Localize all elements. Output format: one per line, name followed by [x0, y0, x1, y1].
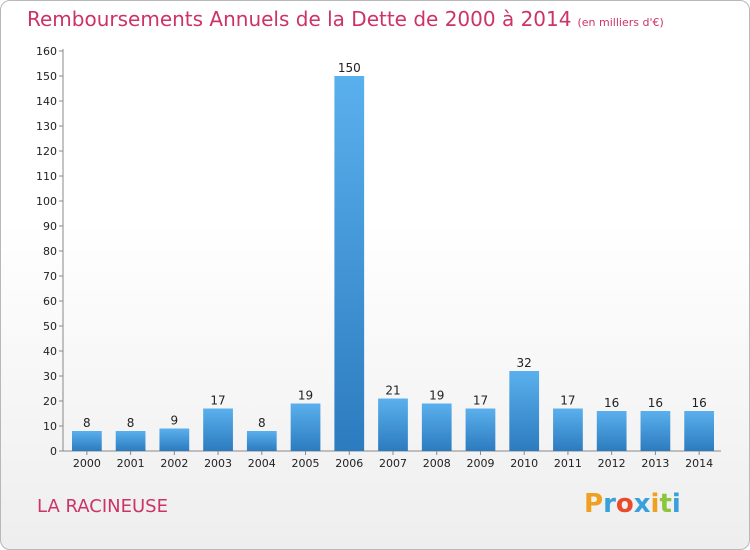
- y-tick-label: 140: [36, 95, 57, 108]
- x-tick-label-2012: 2012: [598, 457, 626, 470]
- y-tick-label: 0: [50, 445, 57, 458]
- logo-letter: i: [671, 489, 681, 519]
- y-tick-label: 70: [43, 270, 57, 283]
- chart-subtitle: (en milliers d'€): [577, 16, 664, 29]
- value-label-2000: 8: [83, 416, 91, 430]
- logo-letter: t: [659, 489, 672, 519]
- chart-title-text: Remboursements Annuels de la Dette de 20…: [27, 7, 572, 31]
- y-tick-label: 10: [43, 420, 57, 433]
- bar-2011: [553, 408, 583, 451]
- y-tick-label: 80: [43, 245, 57, 258]
- value-label-2011: 17: [560, 394, 575, 408]
- bar-2004: [246, 431, 277, 451]
- y-tick-label: 120: [36, 145, 57, 158]
- bar-2014: [684, 411, 715, 451]
- value-label-2007: 21: [385, 384, 400, 398]
- x-tick-label-2013: 2013: [641, 457, 669, 470]
- x-tick-label-2005: 2005: [292, 457, 320, 470]
- x-tick-label-2008: 2008: [423, 457, 451, 470]
- bar-2005: [290, 403, 321, 451]
- y-tick-label: 20: [43, 395, 57, 408]
- value-label-2012: 16: [604, 396, 619, 410]
- bar-2007: [378, 398, 408, 451]
- y-tick-label: 130: [36, 120, 57, 133]
- value-label-2003: 17: [210, 394, 225, 408]
- x-tick-label-2000: 2000: [73, 457, 101, 470]
- value-label-2001: 8: [127, 416, 135, 430]
- bar-2010: [509, 371, 540, 451]
- bar-2009: [465, 408, 496, 451]
- value-label-2014: 16: [691, 396, 706, 410]
- bar-2003: [203, 408, 233, 451]
- x-tick-label-2010: 2010: [510, 457, 538, 470]
- chart-axes: 0 10 20 30 40 50 60 70 80 90 100 110 120 130 140 150 160…: [36, 45, 721, 470]
- value-label-2010: 32: [517, 356, 532, 370]
- logo-letter: o: [615, 489, 634, 519]
- x-tick-label-2003: 2003: [204, 457, 232, 470]
- y-tick-label: 150: [36, 70, 57, 83]
- y-tick-label: 110: [36, 170, 57, 183]
- value-label-2009: 17: [473, 394, 488, 408]
- y-tick-label: 90: [43, 220, 57, 233]
- y-tick-label: 160: [36, 45, 57, 58]
- logo-letter: i: [650, 489, 660, 519]
- bar-2013: [640, 411, 671, 451]
- x-tick-label-2002: 2002: [160, 457, 188, 470]
- bar-2012: [596, 411, 627, 451]
- y-tick-label: 100: [36, 195, 57, 208]
- logo-letter: r: [603, 489, 616, 519]
- bar-2006: [334, 76, 365, 451]
- x-tick-label-2009: 2009: [466, 457, 494, 470]
- bar-2001: [115, 431, 146, 451]
- chart-value-labels: 8 8 9 17 8 19 150 21 19 17 32 17 16 16 16: [83, 61, 707, 430]
- bar-2000: [71, 431, 102, 451]
- value-label-2002: 9: [171, 414, 179, 428]
- logo-letter: x: [633, 489, 651, 519]
- proxiti-logo: Proxiti: [584, 489, 681, 519]
- value-label-2013: 16: [648, 396, 663, 410]
- x-tick-label-2006: 2006: [335, 457, 363, 470]
- y-tick-label: 40: [43, 345, 57, 358]
- x-tick-label-2014: 2014: [685, 457, 713, 470]
- x-tick-label-2011: 2011: [554, 457, 582, 470]
- x-tick-label-2007: 2007: [379, 457, 407, 470]
- y-tick-label: 50: [43, 320, 57, 333]
- place-name: LA RACINEUSE: [37, 496, 168, 517]
- y-tick-label: 30: [43, 370, 57, 383]
- x-tick-label-2004: 2004: [248, 457, 276, 470]
- value-label-2004: 8: [258, 416, 266, 430]
- y-tick-label: 60: [43, 295, 57, 308]
- chart-title: Remboursements Annuels de la Dette de 20…: [27, 7, 664, 31]
- bar-2002: [159, 428, 190, 451]
- chart-bars: [71, 76, 715, 451]
- logo-letter: P: [584, 489, 604, 519]
- value-label-2006: 150: [338, 61, 361, 75]
- value-label-2008: 19: [429, 389, 444, 403]
- bar-2008: [421, 403, 452, 451]
- x-tick-label-2001: 2001: [117, 457, 145, 470]
- value-label-2005: 19: [298, 389, 313, 403]
